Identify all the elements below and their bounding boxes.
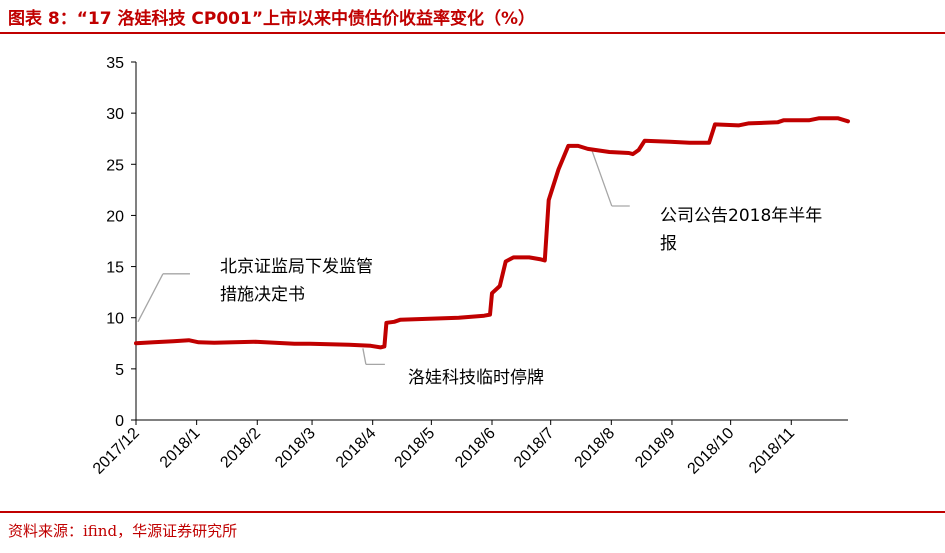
y-tick-label: 5 bbox=[115, 362, 124, 379]
source-note: 资料来源：ifind，华源证券研究所 bbox=[8, 522, 238, 540]
annotation-leader-line bbox=[591, 149, 613, 207]
page-title: 图表 8：“17 洛娃科技 CP001”上市以来中债估价收益率变化（%） bbox=[8, 9, 536, 29]
series-line bbox=[134, 116, 850, 350]
annotation-leader-line bbox=[362, 348, 367, 365]
annotation-text-line2: 措施决定书 bbox=[220, 285, 305, 305]
x-tick-label: 2018/1 bbox=[157, 425, 204, 472]
y-tick-label: 15 bbox=[106, 260, 124, 277]
x-tick-label: 2018/9 bbox=[632, 425, 679, 472]
x-tick-label: 2018/3 bbox=[272, 425, 319, 472]
x-tick-label: 2018/2 bbox=[217, 425, 264, 472]
y-tick-label: 10 bbox=[106, 311, 124, 328]
x-tick-label: 2018/11 bbox=[746, 425, 798, 477]
x-tick-label: 2017/12 bbox=[90, 425, 143, 478]
x-tick-label: 2018/6 bbox=[452, 425, 499, 472]
chart-ticks: 0 5 10 15 20 25 30 35 2017/12 2018/1 2018/2 2018/3 2… bbox=[90, 55, 798, 478]
title-divider bbox=[0, 32, 945, 34]
annotation-text-line2: 报 bbox=[660, 234, 677, 254]
annotation-text: 洛娃科技临时停牌 bbox=[408, 368, 544, 388]
chart-series bbox=[134, 116, 850, 350]
x-tick-label: 2018/8 bbox=[572, 425, 619, 472]
annotation-text: 北京证监局下发监管 bbox=[220, 257, 373, 277]
annotation-text: 公司公告2018年半年 bbox=[660, 206, 822, 226]
x-tick-label: 2018/7 bbox=[511, 425, 558, 472]
x-tick-label: 2018/4 bbox=[333, 425, 380, 472]
y-tick-label: 30 bbox=[106, 106, 124, 123]
x-tick-label: 2018/5 bbox=[392, 425, 439, 472]
x-tick-label: 2018/10 bbox=[685, 425, 738, 478]
annotation-leader-line bbox=[137, 273, 164, 323]
source-divider bbox=[0, 511, 945, 513]
y-tick-label: 35 bbox=[106, 55, 124, 72]
chart-axes bbox=[135, 62, 848, 421]
y-tick-label: 25 bbox=[106, 157, 124, 174]
y-tick-label: 20 bbox=[106, 208, 124, 225]
y-tick-label: 0 bbox=[115, 413, 124, 430]
